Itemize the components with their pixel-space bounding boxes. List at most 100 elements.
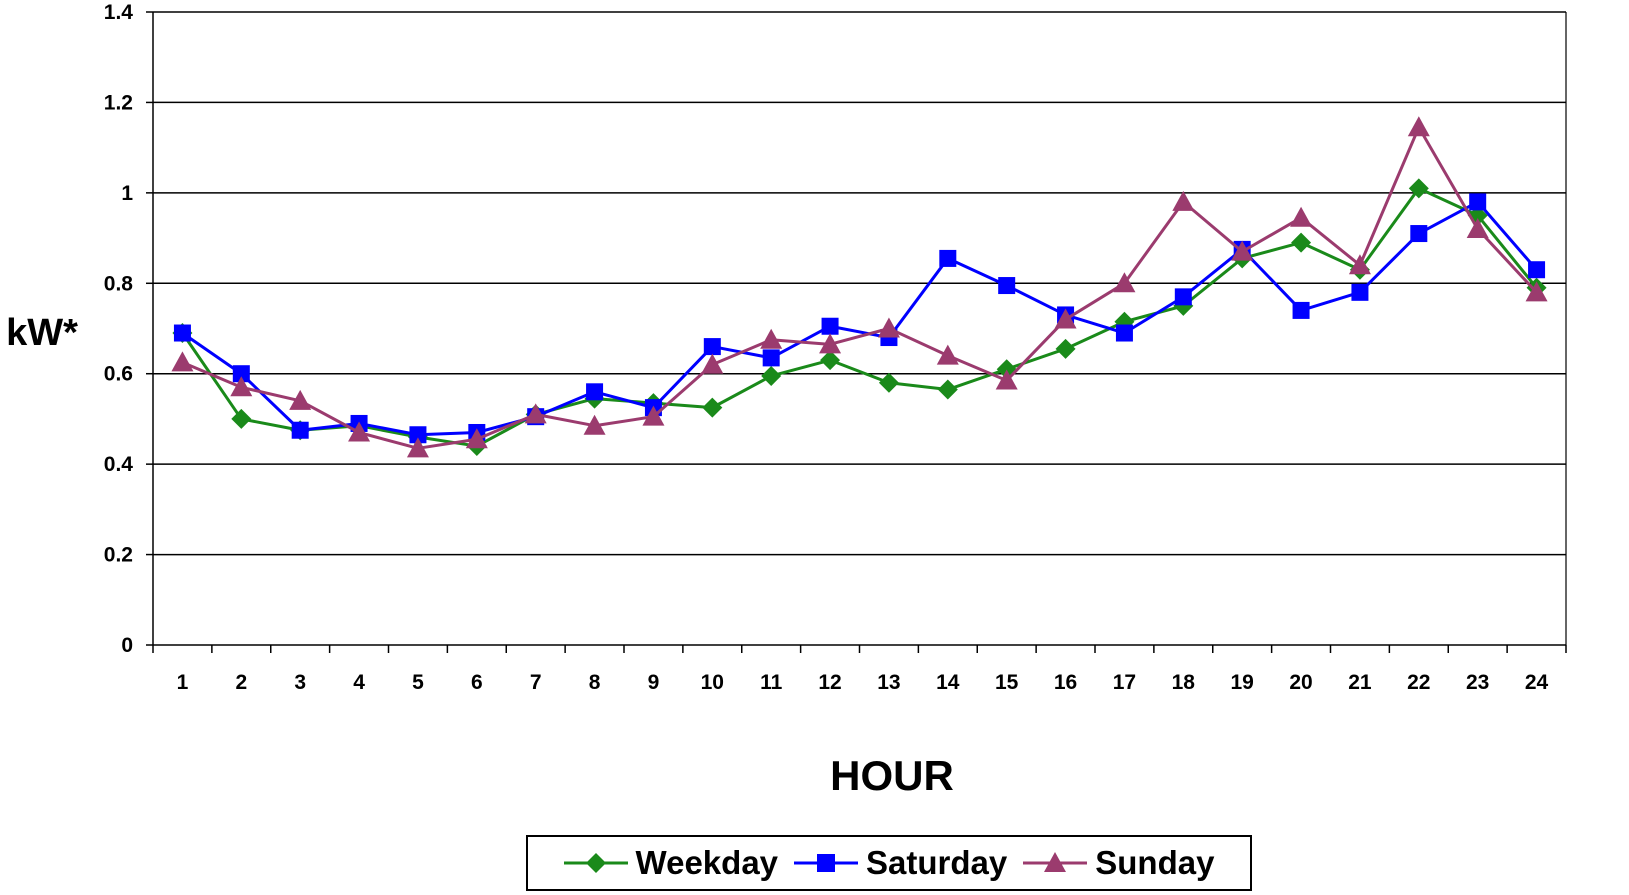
point-saturday [1351,283,1369,301]
point-saturday [762,349,780,367]
x-tick-label: 24 [1525,671,1549,694]
point-saturday [998,277,1016,295]
x-tick-labels: 1 2 3 4 5 6 7 8 9 10 11 12 13 14 15 16 17 18 19 20 21 22 23 24 [177,671,1549,694]
point-sunday [1231,240,1254,261]
x-tick-label: 11 [760,671,783,694]
point-sunday [936,344,959,365]
x-tick-label: 19 [1231,671,1254,694]
point-sunday [760,328,783,349]
legend-item-sunday: Sunday [1023,844,1214,882]
point-saturday [821,317,839,335]
point-sunday [819,333,842,354]
point-saturday [1115,324,1133,342]
y-tick-label: 1 [121,182,133,205]
x-tick-label: 10 [701,671,724,694]
point-saturday [703,338,721,356]
point-sunday [1525,281,1548,302]
point-sunday [877,317,900,338]
legend-item-weekday: Weekday [563,844,779,882]
point-saturday [1469,193,1487,211]
point-sunday [524,403,547,424]
y-tick-label: 0.2 [104,544,133,567]
axes [146,11,1567,653]
point-saturday [939,249,957,267]
point-sunday [348,421,371,442]
y-axis-title: kW* [6,312,78,354]
point-sunday [1113,272,1136,293]
point-sunday [406,437,429,458]
series-line-saturday [181,200,1538,437]
x-tick-label: 18 [1172,671,1196,694]
series-weekday [172,178,1547,457]
point-saturday [1410,225,1428,243]
point-sunday [289,389,312,410]
point-saturday [586,383,604,401]
y-tick-labels: 0 0.2 0.4 0.6 0.8 1 1.2 1.4 [104,1,134,657]
point-saturday [173,324,191,342]
x-tick-label: 1 [177,671,189,694]
point-weekday [231,408,252,429]
point-sunday [1054,308,1077,329]
legend: Weekday Saturday Sunday [526,835,1252,891]
legend-swatch-weekday [563,853,628,873]
point-sunday [1407,116,1430,137]
series-sunday [171,116,1548,458]
point-weekday [702,397,723,418]
point-saturday [1292,301,1310,319]
x-tick-label: 2 [235,671,247,694]
legend-label-saturday: Saturday [866,844,1008,881]
point-weekday [1408,178,1429,199]
point-sunday [465,428,488,449]
point-weekday [820,350,841,371]
legend-label-sunday: Sunday [1095,844,1215,881]
point-weekday [1291,232,1312,253]
point-sunday [995,369,1018,390]
point-sunday [230,376,253,397]
x-tick-label: 12 [818,671,841,694]
point-saturday [232,365,250,383]
x-tick-label: 15 [995,671,1019,694]
x-tick-label: 20 [1289,671,1312,694]
legend-label-weekday: Weekday [635,844,779,881]
series-line-sunday [181,125,1538,450]
x-tick-label: 23 [1466,671,1489,694]
x-tick-label: 21 [1348,671,1372,694]
point-saturday [409,426,427,444]
y-tick-label: 1.2 [104,91,133,114]
series-line-weekday [181,186,1538,448]
point-saturday [1528,261,1546,279]
x-tick-label: 4 [353,671,365,694]
point-sunday [171,351,194,372]
point-sunday [1172,190,1195,211]
series-group [171,116,1548,458]
x-tick-label: 14 [936,671,960,694]
x-tick-label: 13 [877,671,900,694]
y-tick-label: 0.4 [104,453,134,476]
point-weekday [1055,338,1076,359]
point-weekday [761,365,782,386]
x-tick-label: 9 [648,671,660,694]
point-saturday [1174,288,1192,306]
point-sunday [1466,218,1489,239]
point-sunday [701,353,724,374]
legend-swatch-saturday [794,854,859,872]
x-tick-label: 8 [589,671,601,694]
point-weekday [878,372,899,393]
x-tick-label: 17 [1113,671,1136,694]
x-tick-label: 7 [530,671,542,694]
x-tick-label: 3 [294,671,306,694]
point-sunday [1348,254,1371,275]
point-weekday [937,379,958,400]
x-tick-label: 22 [1407,671,1430,694]
legend-swatch-sunday [1023,852,1088,872]
y-tick-label: 0.8 [104,272,134,295]
x-tick-label: 5 [412,671,424,694]
point-sunday [1290,206,1313,227]
y-tick-label: 1.4 [104,1,134,24]
point-sunday [583,414,606,435]
point-saturday [291,421,309,439]
y-tick-label: 0 [121,634,133,657]
y-tick-label: 0.6 [104,363,133,386]
x-tick-label: 6 [471,671,483,694]
